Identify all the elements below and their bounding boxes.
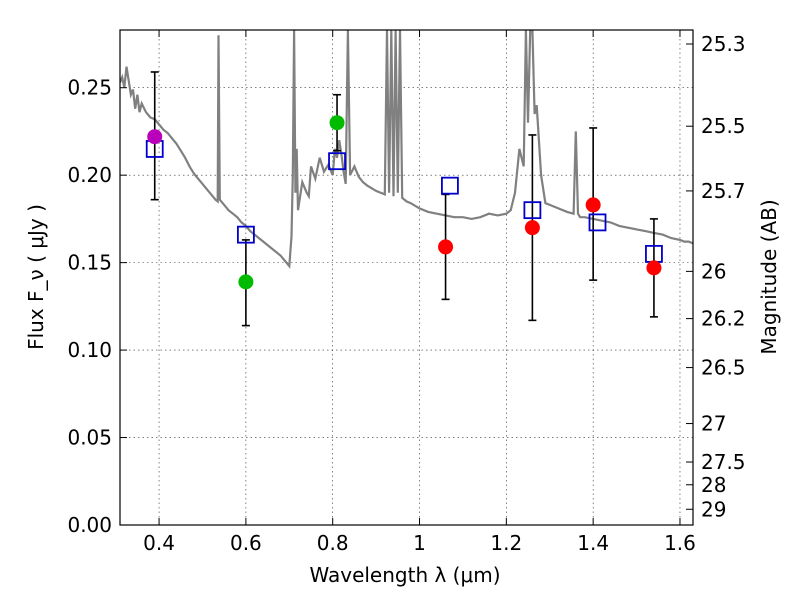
right-tick-label: 27.5 <box>701 450 746 474</box>
observed-point <box>524 220 540 236</box>
y-tick-label: 0.20 <box>67 163 112 187</box>
y-axis-label: Flux F_ν ( μJy ) <box>24 204 48 350</box>
right-tick-label: 28 <box>701 473 726 497</box>
grid-layer <box>120 30 693 526</box>
observed-point <box>329 115 345 131</box>
model-photometry-square <box>328 152 346 171</box>
x-tick-label: 1 <box>413 531 426 555</box>
observed-point <box>147 129 163 145</box>
right-tick-label: 25.3 <box>701 32 746 56</box>
x-tick-label: 1.6 <box>664 531 696 555</box>
observed-point <box>438 239 454 255</box>
right-axis-label: Magnitude (AB) <box>757 199 781 354</box>
model-photometry-square <box>588 213 607 232</box>
y-tick-label: 0.00 <box>67 513 112 537</box>
model-spectrum-line <box>120 30 693 269</box>
x-axis-label: Wavelength λ (μm) <box>309 563 500 587</box>
y-tick-label: 0.10 <box>67 338 112 362</box>
spectrum-layer <box>120 30 693 269</box>
x-tick-label: 0.6 <box>230 531 262 555</box>
right-tick-label: 26.5 <box>701 356 746 380</box>
right-tick-label: 26.2 <box>701 307 746 331</box>
right-tick-label: 29 <box>701 497 726 521</box>
model-photometry-square <box>523 201 542 220</box>
y-tick-label: 0.25 <box>67 76 112 100</box>
axis-layer: 0.4 0.6 0.8 1 1.2 1.4 1.6 0.00 0.05 0.10 0.15 0.20 0… <box>67 30 746 555</box>
x-tick-label: 0.4 <box>143 531 175 555</box>
right-tick-label: 25.5 <box>701 114 746 138</box>
observed-point <box>585 197 601 213</box>
model-photometry-square <box>441 176 459 195</box>
right-tick-label: 25.7 <box>701 179 746 203</box>
x-tick-label: 1.4 <box>577 531 609 555</box>
x-tick-label: 0.8 <box>317 531 349 555</box>
y-tick-label: 0.15 <box>67 251 112 275</box>
model-photometry-layer <box>145 140 663 263</box>
plot-frame <box>119 29 694 526</box>
observed-point <box>238 274 254 290</box>
observed-point <box>646 260 662 276</box>
y-tick-label: 0.05 <box>67 426 112 450</box>
right-tick-label: 26 <box>701 259 726 283</box>
model-photometry-square <box>236 225 255 244</box>
x-tick-label: 1.2 <box>490 531 522 555</box>
right-tick-label: 27 <box>701 412 726 436</box>
observed-points-layer <box>147 115 662 290</box>
